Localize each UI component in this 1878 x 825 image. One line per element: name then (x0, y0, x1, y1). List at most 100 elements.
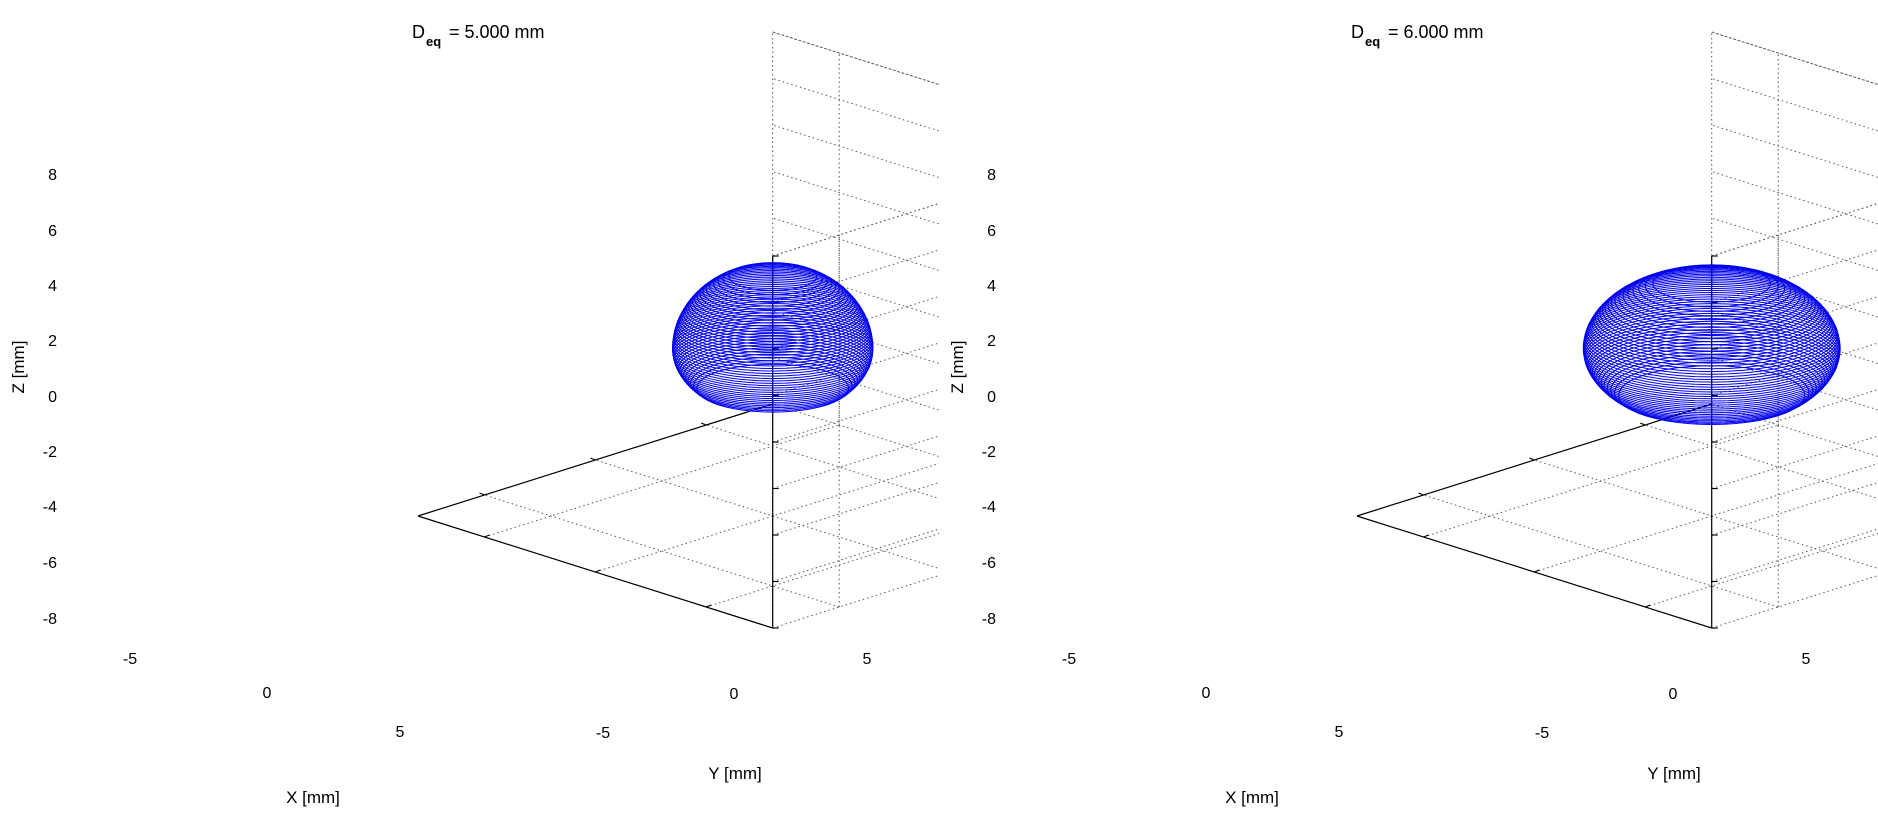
gridline (595, 462, 939, 573)
surface-contour (689, 276, 856, 330)
chart-title-subscript: eq (1365, 34, 1380, 49)
gridline (772, 78, 939, 132)
gridline (1711, 124, 1878, 179)
surface-wireframe (671, 262, 874, 413)
surface-contour (717, 263, 829, 300)
x-axis-label: X [mm] (286, 788, 340, 807)
surface-contour (672, 322, 874, 387)
gridline (1645, 424, 1878, 500)
surface-contour (713, 264, 833, 304)
surface-contour (1592, 282, 1831, 358)
surface-contour (1589, 285, 1834, 364)
gridline (772, 528, 939, 582)
x-tick (595, 569, 601, 573)
gridline (1711, 202, 1878, 257)
surface-contour (1582, 303, 1841, 386)
surface-contour (702, 268, 844, 314)
surface-contour (674, 298, 871, 362)
gridline (1711, 31, 1878, 86)
surface-contour (673, 300, 872, 364)
y-tick (1418, 492, 1424, 496)
surface-contour (671, 312, 874, 377)
chart-title: D (1351, 22, 1364, 42)
y-tick (590, 457, 596, 461)
gridline (595, 459, 939, 570)
y-tick-label: 0 (1669, 686, 1678, 703)
surface-contour (683, 282, 862, 339)
y-tick-label: 5 (1802, 651, 1811, 668)
surface-contour (671, 314, 874, 380)
surface-plot-left: D eq = 5.000 mm Z [mm] X [mm] Y [mm] 8 6… (9, 22, 939, 807)
surface-contour (1583, 298, 1840, 381)
surface-contour (693, 273, 852, 324)
surface-contour (673, 327, 873, 391)
z-tick-label: 0 (987, 389, 996, 406)
chart-title: D (412, 22, 425, 42)
gridline (484, 494, 840, 608)
y-tick (1529, 457, 1535, 461)
gridline (772, 481, 939, 536)
surface-contour (1584, 318, 1840, 400)
surface-contour (1585, 294, 1839, 375)
z-tick-label: -4 (982, 499, 996, 516)
gridline (772, 403, 939, 458)
z-tick-label: -2 (982, 444, 996, 461)
surface-contour (1582, 310, 1841, 393)
gridline (1711, 528, 1878, 582)
surface-contour (696, 271, 849, 321)
surface-contour (1652, 264, 1772, 303)
gridline (772, 217, 939, 272)
surface-contour (1586, 326, 1837, 406)
z-tick-label: 4 (987, 278, 996, 295)
surface-contour (1584, 296, 1840, 378)
z-tick-label: 2 (48, 333, 57, 350)
surface-contour (1610, 270, 1813, 336)
gridline (1711, 78, 1878, 132)
surface-contour (728, 262, 818, 291)
surface-contour (709, 265, 837, 307)
surface-contour (1596, 278, 1827, 352)
x-tick-label: 5 (396, 724, 405, 741)
surface-plot-right: D eq = 6.000 mm Z [mm] X [mm] Y [mm] 8 6… (948, 22, 1878, 807)
gridline (706, 532, 939, 608)
z-tick-label: 6 (48, 223, 57, 240)
y-tick (1639, 422, 1646, 426)
gridline (1423, 494, 1779, 608)
gridline (772, 31, 939, 86)
z-tick-label: 8 (48, 167, 57, 184)
surface-contour (682, 283, 864, 342)
gridline (1711, 31, 1878, 86)
surface-contour (1587, 289, 1837, 370)
surface-contour (1588, 329, 1836, 408)
surface-contour (687, 278, 858, 333)
x-tick (1534, 569, 1540, 573)
surface-contour (1622, 267, 1802, 325)
gridline (772, 124, 939, 179)
y-tick-label: 0 (730, 686, 739, 703)
x-tick-label: 0 (1202, 685, 1211, 702)
gridline (772, 357, 939, 411)
surface-contour (1583, 300, 1841, 383)
x-tick (705, 604, 712, 608)
surface-contour (677, 292, 869, 354)
z-tick-label: -8 (982, 611, 996, 628)
x-tick (1423, 534, 1429, 538)
y-tick-label: -5 (596, 725, 610, 742)
gridline (1711, 574, 1878, 629)
chart-title-value: = 5.000 mm (449, 22, 545, 42)
surface-contour (1627, 266, 1797, 321)
gridline (706, 424, 939, 500)
surface-contour (1582, 305, 1841, 388)
z-tick-label: -6 (43, 555, 57, 572)
gridline (772, 31, 939, 86)
surface-contour (678, 290, 868, 351)
surface-contour (1584, 320, 1839, 402)
surface-contour (676, 294, 870, 356)
z-tick-label: 4 (48, 278, 57, 295)
z-tick-label: 0 (48, 389, 57, 406)
surface-contour (1618, 268, 1806, 328)
x-tick-label: -5 (123, 651, 137, 668)
z-tick-label: 2 (987, 333, 996, 350)
z-tick-label: 8 (987, 167, 996, 184)
chart-title-value: = 6.000 mm (1388, 22, 1484, 42)
